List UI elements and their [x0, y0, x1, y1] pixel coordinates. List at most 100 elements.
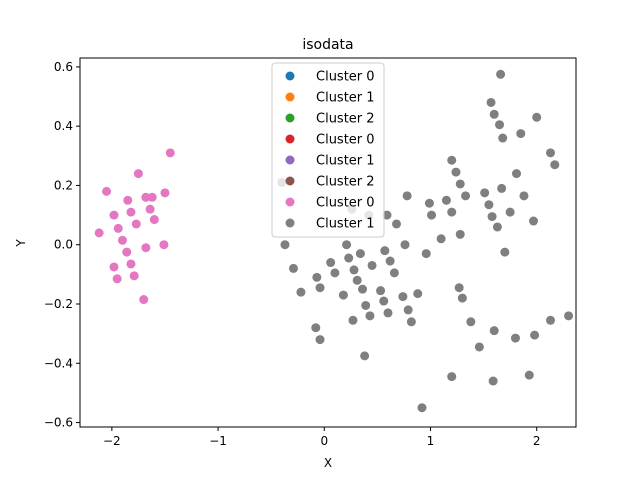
scatter-point: [330, 268, 340, 278]
scatter-point: [379, 296, 389, 306]
scatter-point: [139, 295, 149, 305]
scatter-point: [311, 323, 321, 333]
scatter-point: [436, 234, 446, 244]
scatter-point: [102, 186, 112, 196]
legend-label: Cluster 2: [316, 112, 375, 127]
scatter-point: [480, 188, 490, 198]
scatter-point: [529, 216, 539, 226]
scatter-point: [109, 210, 119, 220]
scatter-point: [94, 228, 104, 238]
scatter-point: [487, 212, 497, 222]
legend-label: Cluster 1: [316, 91, 375, 106]
scatter-point: [326, 258, 336, 268]
scatter-point: [403, 305, 413, 315]
scatter-point: [451, 167, 461, 177]
scatter-point: [355, 249, 365, 259]
x-tick-label: −2: [103, 434, 121, 448]
scatter-point: [122, 247, 132, 257]
scatter-point: [385, 256, 395, 266]
scatter-point: [160, 188, 170, 198]
scatter-point: [497, 183, 507, 193]
legend-entry: Cluster 1: [285, 217, 375, 232]
scatter-point: [131, 219, 141, 229]
scatter-point: [392, 219, 402, 229]
scatter-point: [447, 372, 457, 382]
scatter-point: [129, 271, 139, 281]
legend: Cluster 0 Cluster 1 Cluster 2 Cluster 0 Clus…: [271, 62, 385, 238]
scatter-point: [417, 403, 427, 413]
scatter-point: [524, 370, 534, 380]
legend-entry: Cluster 0: [285, 70, 375, 85]
scatter-point: [280, 240, 290, 250]
scatter-point: [500, 247, 510, 257]
scatter-point: [383, 308, 393, 318]
y-tick-label: 0.0: [54, 238, 73, 252]
points-layer: [94, 69, 574, 413]
scatter-point: [349, 265, 359, 275]
scatter-point: [550, 160, 560, 170]
scatter-point: [454, 283, 464, 293]
scatter-point: [145, 204, 155, 214]
legend-label: Cluster 0: [316, 133, 375, 148]
y-axis-label: Y: [14, 239, 28, 248]
scatter-point: [510, 333, 520, 343]
scatter-point: [466, 317, 476, 327]
scatter-point: [147, 192, 157, 202]
scatter-point: [564, 311, 574, 321]
legend-marker: [285, 197, 295, 207]
x-tick-label: −1: [209, 434, 227, 448]
legend-entry: Cluster 2: [285, 112, 375, 127]
y-tick-label: 0.2: [54, 178, 73, 192]
scatter-point: [315, 283, 325, 293]
legend-label: Cluster 1: [316, 154, 375, 169]
legend-marker: [285, 113, 295, 123]
scatter-point: [486, 97, 496, 107]
legend-marker: [285, 71, 295, 81]
legend-marker: [285, 92, 295, 102]
scatter-point: [484, 200, 494, 210]
scatter-point: [358, 284, 368, 294]
scatter-point: [113, 223, 123, 233]
scatter-point: [455, 229, 465, 239]
scatter-point: [126, 259, 136, 269]
scatter-point: [406, 317, 416, 327]
scatter-point: [109, 262, 119, 272]
scatter-point: [519, 191, 529, 201]
series-7: [277, 69, 574, 413]
scatter-point: [376, 286, 386, 296]
scatter-point: [315, 335, 325, 345]
scatter-point: [427, 210, 437, 220]
x-tick-label: 0: [320, 434, 328, 448]
x-tick-label: 2: [533, 434, 541, 448]
scatter-point: [344, 253, 354, 263]
legend-entry: Cluster 0: [285, 133, 375, 148]
scatter-point: [123, 195, 133, 205]
y-axis-ticks: −0.6 −0.4 −0.2 0.0 0.2 0.4 0.6: [44, 60, 80, 430]
legend-marker: [285, 134, 295, 144]
legend-box: [271, 62, 385, 238]
scatter-point: [421, 249, 431, 259]
scatter-point: [312, 272, 322, 282]
scatter-point: [398, 292, 408, 302]
scatter-point: [413, 289, 423, 299]
y-tick-label: 0.4: [54, 119, 73, 133]
scatter-point: [474, 342, 484, 352]
scatter-point: [402, 191, 412, 201]
legend-entry: Cluster 1: [285, 154, 375, 169]
scatter-point: [149, 215, 159, 225]
x-axis-label: X: [324, 456, 332, 470]
scatter-point: [117, 235, 127, 245]
scatter-point: [546, 315, 556, 325]
legend-entry: Cluster 0: [285, 196, 375, 211]
x-tick-label: 1: [427, 434, 435, 448]
scatter-point: [424, 198, 434, 208]
legend-marker: [285, 176, 295, 186]
scatter-point: [496, 69, 506, 79]
scatter-point: [133, 169, 143, 179]
scatter-point: [461, 191, 471, 201]
scatter-point: [495, 120, 505, 130]
y-tick-label: −0.2: [44, 297, 73, 311]
scatter-point: [342, 240, 352, 250]
